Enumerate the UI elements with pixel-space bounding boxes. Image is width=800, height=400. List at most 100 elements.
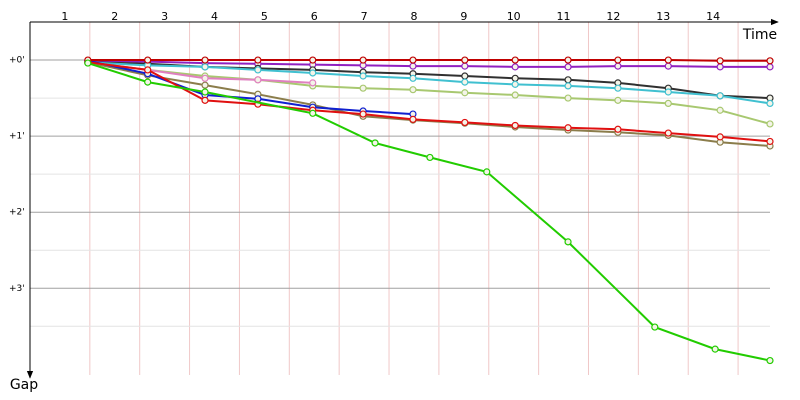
data-point — [371, 139, 379, 147]
data-point — [614, 125, 622, 133]
data-point — [614, 96, 622, 104]
y-tick-label: +3' — [9, 284, 25, 294]
data-point — [254, 66, 262, 74]
data-point — [564, 76, 572, 84]
data-point — [766, 137, 774, 146]
data-point — [461, 56, 469, 64]
grid — [30, 22, 770, 375]
data-point — [461, 118, 469, 127]
data-point — [564, 82, 572, 90]
data-point — [564, 56, 572, 64]
data-point — [409, 74, 417, 82]
x-tick-label: 4 — [211, 10, 218, 23]
data-point — [511, 80, 519, 88]
y-tick-label: +0' — [9, 56, 25, 66]
x-tick-label: 14 — [706, 10, 720, 23]
data-point — [511, 91, 519, 99]
data-point — [564, 238, 572, 246]
data-point — [254, 76, 262, 84]
data-point — [766, 356, 774, 365]
series-line — [87, 59, 770, 62]
data-point — [409, 62, 417, 70]
series-lines — [84, 56, 774, 365]
x-tick-label: 6 — [311, 10, 318, 23]
x-tick-label: 1 — [61, 10, 68, 23]
data-point — [409, 86, 417, 94]
data-point — [716, 92, 724, 100]
data-point — [664, 129, 672, 137]
data-point — [144, 78, 152, 86]
data-point — [409, 115, 417, 123]
data-point — [716, 57, 724, 65]
x-tick-label: 3 — [161, 10, 168, 23]
data-point — [309, 109, 317, 117]
data-point — [309, 69, 317, 77]
x-tick-label: 9 — [460, 10, 467, 23]
data-point — [359, 72, 367, 80]
data-point — [511, 74, 519, 82]
data-point — [144, 56, 152, 64]
data-point — [359, 56, 367, 64]
data-point — [716, 63, 724, 71]
data-point — [201, 74, 209, 82]
x-tick-label: 8 — [410, 10, 417, 23]
data-point — [309, 56, 317, 64]
data-point — [614, 84, 622, 92]
data-point — [201, 56, 209, 64]
data-point — [309, 79, 317, 87]
data-point — [461, 89, 469, 97]
x-tick-label: 12 — [606, 10, 620, 23]
data-point — [564, 94, 572, 102]
data-point — [359, 110, 367, 118]
data-point — [766, 120, 774, 128]
data-point — [201, 63, 209, 71]
data-point — [564, 124, 572, 132]
series-line — [87, 61, 771, 125]
x-tick-label: 5 — [261, 10, 268, 23]
data-point — [511, 63, 519, 71]
x-tick-label: 13 — [656, 10, 670, 23]
y-tick-label: +2' — [9, 208, 25, 218]
series-line — [87, 61, 771, 105]
data-point — [511, 121, 519, 130]
data-point — [766, 63, 774, 71]
data-point — [461, 72, 469, 80]
x-tick-label: 11 — [557, 10, 571, 23]
data-point — [201, 81, 209, 89]
data-point — [201, 96, 209, 104]
data-point — [461, 62, 469, 70]
x-tick-label: 10 — [507, 10, 521, 23]
data-point — [426, 153, 434, 162]
data-point — [483, 168, 491, 176]
x-axis-label: Time — [742, 27, 777, 43]
data-point — [766, 57, 774, 65]
data-point — [201, 88, 209, 96]
data-point — [614, 62, 622, 70]
series-line — [87, 61, 313, 84]
series-line — [87, 59, 770, 68]
data-point — [409, 56, 417, 64]
y-tick-label: +1' — [9, 132, 25, 142]
x-tick-label: 2 — [111, 10, 118, 23]
data-point — [664, 99, 672, 108]
data-point — [84, 59, 92, 67]
data-point — [511, 56, 519, 64]
data-point — [766, 99, 774, 108]
data-point — [254, 56, 262, 64]
data-point — [461, 78, 469, 86]
data-point — [359, 84, 367, 92]
data-point — [664, 56, 672, 64]
data-point — [664, 88, 672, 96]
data-point — [144, 66, 152, 74]
series-line — [87, 61, 771, 143]
data-point — [564, 63, 572, 71]
x-tick-label: 7 — [361, 10, 368, 23]
data-point — [716, 133, 724, 141]
data-point — [614, 56, 622, 64]
data-point — [651, 323, 659, 331]
data-point — [664, 62, 672, 70]
data-point — [716, 106, 724, 114]
data-point — [711, 345, 719, 353]
y-axis-label: Gap — [10, 377, 38, 393]
